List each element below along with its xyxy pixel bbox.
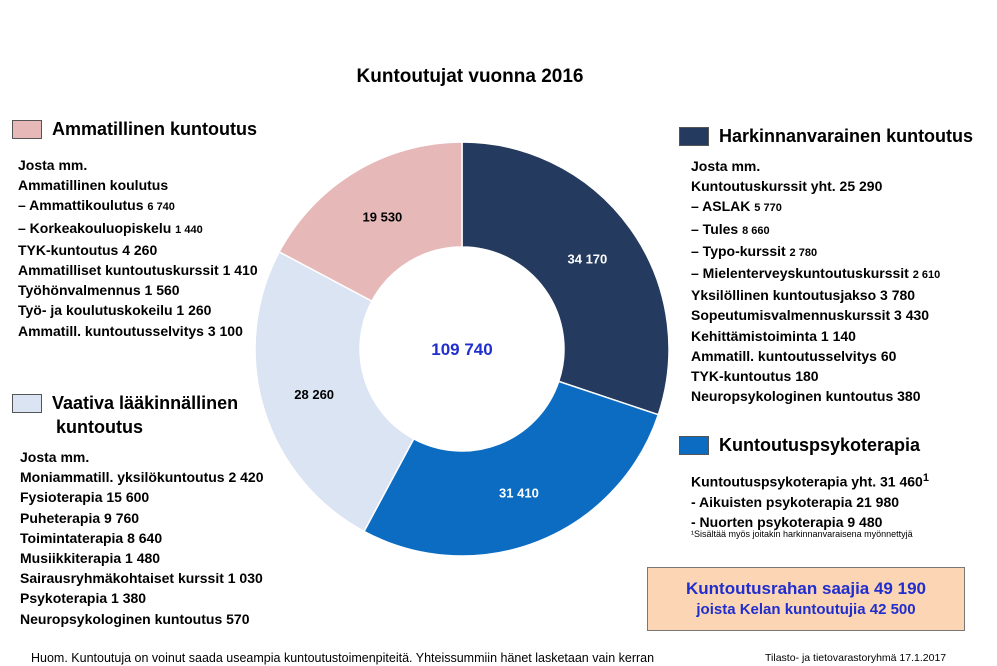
psykoterapia-footnote: ¹Sisältää myös joitakin harkinnanvaraise… (691, 529, 913, 539)
kuntoutusraha-box: Kuntoutusrahan saajia 49 190 joista Kela… (647, 567, 965, 631)
harkinnanvarainen-line: – Tules 8 660 (691, 220, 770, 237)
total-label: 109 740 (431, 340, 492, 359)
vaativa-line: Psykoterapia 1 380 (20, 590, 147, 607)
harkinnanvarainen-line: Josta mm. (691, 158, 761, 174)
legend-title-harkinnanvarainen: Harkinnanvarainen kuntoutus (719, 126, 974, 146)
vaativa-line: Josta mm. (20, 449, 90, 465)
ammatillinen-line: Ammatill. kuntoutusselvitys 3 100 (18, 322, 243, 339)
donut-slice (461, 141, 670, 416)
harkinnanvarainen-line: Kehittämistoiminta 1 140 (691, 327, 856, 344)
legend-list-psykoterapia: Kuntoutuspsykoterapia yht. 31 4601 - Aiku… (691, 468, 929, 532)
ammatillinen-line-value: 1 440 (175, 223, 203, 236)
ammatillinen-line: – Ammattikoulutus 6 740 (18, 197, 175, 214)
vaativa-line: Sairausryhmäkohtaiset kurssit 1 030 (20, 570, 263, 587)
ammatillinen-line: Työ- ja koulutuskokeilu 1 260 (18, 302, 212, 319)
psykoterapia-line: - Nuorten psykoterapia 9 480 (691, 514, 883, 531)
donut-slice (254, 250, 415, 533)
footer-credit: Tilasto- ja tietovarastoryhmä 17.1.2017 (765, 652, 947, 664)
harkinnanvarainen-line-value: 5 770 (754, 202, 782, 215)
footer-note: Huom. Kuntoutuja on voinut saada useampi… (31, 651, 655, 665)
harkinnanvarainen-line: Sopeutumisvalmennuskurssit 3 430 (691, 307, 930, 324)
harkinnanvarainen-line: – Mielenterveyskuntoutuskurssit 2 610 (691, 265, 941, 282)
ammatillinen-line: Työhönvalmennus 1 560 (18, 282, 180, 299)
vaativa-line: Puheterapia 9 760 (20, 509, 140, 526)
kuntoutusraha-main: Kuntoutusrahan saajia 49 190 (686, 579, 926, 598)
slice-label: 31 410 (499, 486, 539, 501)
vaativa-line: Neuropsykologinen kuntoutus 570 (20, 610, 250, 627)
harkinnanvarainen-line: Neuropsykologinen kuntoutus 380 (691, 388, 921, 405)
harkinnanvarainen-line: Ammatill. kuntoutusselvitys 60 (691, 347, 897, 364)
vaativa-line: Toimintaterapia 8 640 (20, 529, 163, 546)
harkinnanvarainen-line: TYK-kuntoutus 180 (691, 368, 819, 385)
psykoterapia-line-sup: 1 (922, 472, 929, 484)
ammatillinen-line: Ammatillinen koulutus (18, 177, 169, 194)
slice-label: 19 530 (363, 210, 403, 225)
slice-label: 34 170 (568, 252, 608, 267)
vaativa-line: Fysioterapia 15 600 (20, 489, 150, 506)
chart-title: Kuntoutujat vuonna 2016 (356, 66, 584, 87)
donut-slice (363, 380, 660, 557)
legend-title-vaativa: Vaativa lääkinnällinen (52, 393, 239, 413)
ammatillinen-line: – Korkeakouluopiskelu 1 440 (18, 219, 203, 236)
donut-slice (278, 141, 463, 303)
harkinnanvarainen-line-value: 2 780 (789, 246, 818, 259)
psykoterapia-line: - Aikuisten psykoterapia 21 980 (691, 493, 900, 510)
kuntoutusraha-sub: joista Kelan kuntoutujia 42 500 (696, 601, 916, 618)
legend-list-harkinnanvarainen: Josta mm. Kuntoutuskurssit yht. 25 290 – A… (691, 156, 940, 406)
slice-label: 28 260 (294, 387, 334, 402)
legend-psykoterapia: Kuntoutuspsykoterapia (679, 434, 920, 456)
swatch-vaativa (12, 393, 42, 413)
swatch-ammatillinen (12, 119, 42, 139)
legend-vaativa: Vaativa lääkinnällinen (12, 392, 238, 414)
legend-ammatillinen: Ammatillinen kuntoutus (12, 118, 257, 140)
swatch-harkinnanvarainen (679, 126, 709, 146)
ammatillinen-line: Josta mm. (18, 157, 88, 173)
ammatillinen-line: TYK-kuntoutus 4 260 (18, 241, 158, 258)
harkinnanvarainen-line-value: 8 660 (742, 224, 770, 237)
harkinnanvarainen-line: Yksilöllinen kuntoutusjakso 3 780 (691, 287, 916, 304)
harkinnanvarainen-line: Kuntoutuskurssit yht. 25 290 (691, 178, 883, 195)
legend-harkinnanvarainen: Harkinnanvarainen kuntoutus (679, 125, 973, 147)
harkinnanvarainen-line: – Typo-kurssit 2 780 (691, 242, 818, 259)
swatch-psykoterapia (679, 435, 709, 455)
harkinnanvarainen-line: – ASLAK 5 770 (691, 198, 782, 215)
legend-list-ammatillinen: Josta mm. Ammatillinen koulutus – Ammattik… (18, 155, 258, 341)
vaativa-line: Musiikkiterapia 1 480 (20, 550, 161, 567)
psykoterapia-line: Kuntoutuspsykoterapia yht. 31 4601 (691, 472, 929, 490)
ammatillinen-line: Ammatilliset kuntoutuskurssit 1 410 (18, 262, 258, 279)
legend-title-psykoterapia: Kuntoutuspsykoterapia (719, 435, 921, 455)
harkinnanvarainen-line-value: 2 610 (912, 269, 941, 282)
legend-title-vaativa-line2: kuntoutus (56, 417, 143, 437)
ammatillinen-line-value: 6 740 (147, 201, 175, 214)
vaativa-line: Moniammatill. yksilökuntoutus 2 420 (20, 469, 264, 486)
legend-title-ammatillinen: Ammatillinen kuntoutus (52, 119, 258, 139)
legend-list-vaativa: Josta mm. Moniammatill. yksilökuntoutus 2… (20, 447, 264, 629)
